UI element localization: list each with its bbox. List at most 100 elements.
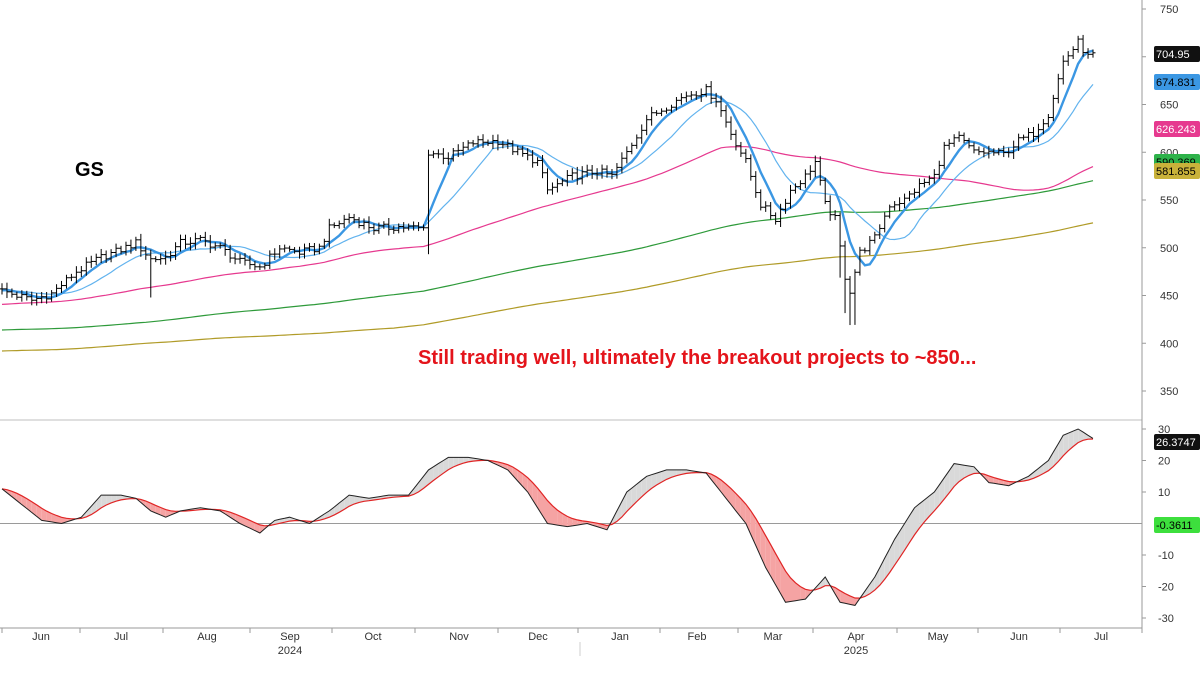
x-month-label: Aug: [197, 631, 217, 643]
ohlc-bar: [455, 144, 461, 158]
oscillator-fill-up: [651, 473, 657, 489]
tag-osc-signal-text: -0.3611: [1156, 520, 1193, 532]
ohlc-bar: [138, 233, 144, 257]
x-month-label: Jun: [32, 631, 50, 643]
oscillator-fill-up: [879, 558, 885, 586]
oscillator-fill-up: [438, 460, 444, 477]
oscillator-fast-line: [1, 428, 1094, 606]
ohlc-bar: [406, 223, 412, 231]
oscillator-fill-down: [835, 587, 841, 603]
ohlc-bar: [14, 291, 20, 300]
x-month-label: Dec: [528, 631, 548, 643]
ohlc-bar: [1085, 48, 1091, 59]
ohlc-bar: [718, 95, 724, 117]
ohlc-bar: [44, 292, 50, 304]
oscillator-fill-up: [443, 457, 449, 474]
ohlc-bar: [753, 171, 759, 198]
tag-ma-magenta: 626.243: [1154, 121, 1200, 137]
ohlc-bar: [98, 248, 104, 264]
ohlc-bar: [991, 148, 997, 156]
x-month-label: Nov: [449, 631, 469, 643]
price-y-tick-label: 500: [1160, 243, 1178, 255]
ohlc-bar: [872, 231, 878, 244]
ohlc-bar: [425, 149, 431, 255]
oscillator-fill-up: [924, 495, 930, 522]
oscillator-fill-down: [805, 589, 811, 600]
ohlc-bar: [525, 148, 531, 161]
tag-price-last: 704.95: [1154, 46, 1200, 62]
ohlc-bar: [554, 178, 560, 193]
ohlc-bar: [302, 243, 308, 259]
oscillator-fill-down: [259, 524, 265, 533]
ohlc-bar: [262, 262, 268, 270]
oscillator-fill-down: [36, 504, 42, 521]
ohlc-bar: [321, 238, 327, 249]
ohlc-bar: [1065, 51, 1071, 66]
ohlc-bar: [579, 166, 585, 185]
oscillator-fill-down: [745, 504, 751, 535]
ohlc-bar: [530, 150, 536, 168]
ohlc-bar: [936, 160, 942, 180]
ohlc-bar: [1006, 147, 1012, 158]
ohlc-bar: [505, 139, 511, 149]
ohlc-bar: [83, 257, 89, 276]
oscillator-fill-down: [983, 474, 989, 483]
ohlc-bar: [257, 263, 263, 270]
oscillator-fill-down: [760, 526, 766, 568]
ohlc-bar: [222, 239, 228, 256]
oscillator-fill-up: [616, 501, 622, 522]
tag-osc-fast-text: 26.3747: [1156, 437, 1196, 449]
ohlc-bar: [758, 189, 764, 211]
ohlc-bar: [763, 201, 769, 212]
ohlc-bar: [713, 92, 719, 108]
osc-y-tick-label: -30: [1158, 613, 1174, 625]
tag-ma-lightblue: 674.831: [1154, 74, 1200, 90]
oscillator-fill-up: [1068, 431, 1074, 451]
x-month-label: Mar: [764, 631, 783, 643]
oscillator-fill-up: [106, 495, 112, 506]
ohlc-bar: [391, 225, 397, 234]
oscillator-fill-up: [1028, 472, 1034, 480]
oscillator-fill-up: [433, 463, 439, 481]
oscillator-fill-down: [245, 518, 250, 529]
oscillator-fill-down: [552, 505, 558, 526]
ohlc-bar: [574, 166, 580, 185]
oscillator-fill-down: [230, 512, 236, 521]
ohlc-bar: [619, 152, 625, 174]
ohlc-bar: [773, 212, 779, 225]
oscillator-fill-down: [572, 518, 578, 526]
ohlc-bar: [926, 175, 932, 186]
x-month-label: Jul: [1094, 631, 1108, 643]
ohlc-bar: [187, 237, 193, 251]
oscillator-fill-down: [562, 513, 568, 527]
ohlc-bar: [877, 224, 883, 240]
ohlc-bar: [356, 217, 362, 229]
ohlc-bar: [981, 147, 987, 158]
oscillator-fill-up: [621, 492, 627, 517]
oscillator-fill-down: [711, 474, 717, 486]
oscillator-fill-down: [785, 571, 791, 603]
oscillator-fill-down: [978, 472, 984, 478]
ohlc-bar: [842, 240, 848, 314]
ohlc-bar: [549, 182, 555, 195]
oscillator-fill-down: [770, 544, 776, 585]
ohlc-bar: [133, 236, 139, 251]
ohlc-bar: [217, 242, 223, 249]
oscillator-fill-down: [155, 505, 161, 516]
oscillator-fill-down: [537, 488, 543, 516]
oscillator-fill-down: [240, 516, 245, 526]
ohlc-bar: [292, 247, 298, 254]
oscillator-fill-down: [542, 494, 548, 524]
ohlc-bar: [401, 222, 407, 233]
ohlc-bar: [778, 203, 784, 228]
tag-ma-lightblue-text: 674.831: [1156, 77, 1196, 89]
ohlc-bar: [812, 155, 818, 178]
tag-ma-olive-text: 581.855: [1156, 166, 1196, 178]
oscillator-fill-down: [735, 493, 741, 518]
ohlc-bar: [887, 204, 893, 219]
x-month-label: Jan: [611, 631, 629, 643]
tag-osc-signal: -0.3611: [1154, 517, 1200, 533]
ohlc-bar: [73, 266, 79, 284]
ohlc-bar: [227, 244, 233, 263]
ohlc-bar: [500, 140, 506, 149]
